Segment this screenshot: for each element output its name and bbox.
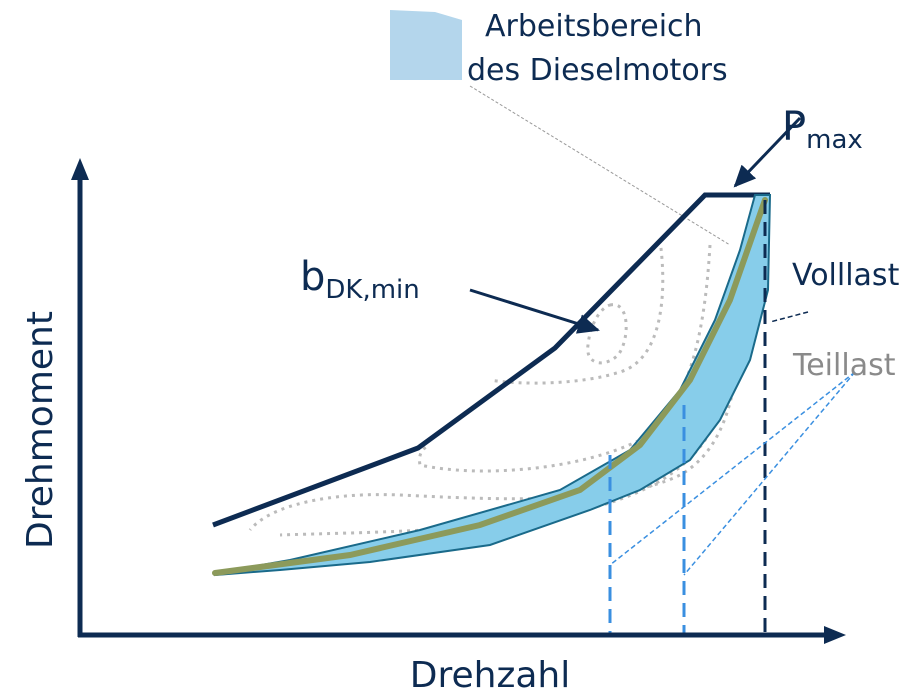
x-axis-arrow	[824, 626, 846, 644]
legend-swatch	[390, 10, 462, 80]
pmax-label: Pmax	[782, 104, 863, 155]
volllast-label: Volllast	[792, 258, 900, 293]
pmax-arrow	[733, 116, 802, 188]
legend-leader	[469, 85, 731, 246]
teillast-label: Teillast	[792, 348, 896, 383]
bmin-label: bDK,min	[300, 254, 420, 305]
legend-text: Arbeitsbereich	[485, 9, 703, 44]
y-axis-label: Drehmoment	[20, 311, 61, 549]
x-axis-label: Drehzahl	[410, 655, 570, 694]
legend-text: des Dieselmotors	[467, 53, 728, 88]
leader	[683, 371, 856, 576]
working-area	[214, 194, 772, 577]
leader	[769, 311, 809, 323]
leader	[609, 371, 856, 566]
full-load-curve	[212, 192, 770, 528]
y-axis-arrow	[71, 158, 89, 180]
bmin-arrow	[469, 288, 600, 334]
